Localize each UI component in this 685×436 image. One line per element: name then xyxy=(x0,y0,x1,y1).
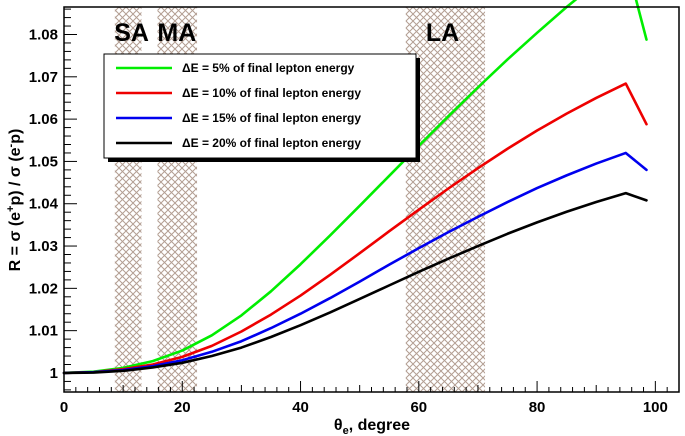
legend-label-4: ΔE = 20% of final lepton energy xyxy=(182,136,361,150)
series-line-1 xyxy=(62,0,648,375)
x-tick-label: 60 xyxy=(410,399,427,416)
series-lines xyxy=(62,0,648,375)
x-tick-label: 80 xyxy=(529,399,546,416)
axis-ticks xyxy=(63,8,680,392)
y-tick-label: 1.08 xyxy=(29,27,58,44)
region-label-la: LA xyxy=(426,19,459,47)
x-tick-label: 0 xyxy=(60,399,68,416)
legend-label-2: ΔE = 10% of final lepton energy xyxy=(182,86,361,100)
y-axis-title: R = σ (e+p) / σ (e-p) xyxy=(5,129,24,272)
series-line-3 xyxy=(62,151,648,375)
region-labels: SA MA LA xyxy=(114,19,459,47)
x-tick-label: 100 xyxy=(643,399,668,416)
series-line-2 xyxy=(62,82,648,375)
x-tick-label: 40 xyxy=(292,399,309,416)
x-tick-label: 20 xyxy=(174,399,191,416)
legend-label-3: ΔE = 15% of final lepton energy xyxy=(182,111,361,125)
y-tick-label: 1 xyxy=(50,365,58,382)
axis-tick-labels: 0 20 40 60 80 100 1 1.01 1.02 1.03 1.04 1.05 1.06 1.0… xyxy=(29,27,668,417)
legend-label-1: ΔE = 5% of final lepton energy xyxy=(182,61,355,75)
legend-box xyxy=(103,53,417,159)
region-label-ma: MA xyxy=(157,19,196,47)
y-tick-label: 1.01 xyxy=(29,323,58,340)
region-label-sa: SA xyxy=(114,19,149,47)
series-line-4 xyxy=(62,191,648,375)
y-tick-label: 1.02 xyxy=(29,280,58,297)
legend: ΔE = 5% of final lepton energy ΔE = 10% o… xyxy=(103,53,420,162)
y-tick-label: 1.05 xyxy=(29,153,58,170)
x-axis-title: θe, degree xyxy=(334,417,410,436)
y-tick-label: 1.03 xyxy=(29,238,58,255)
y-tick-label: 1.07 xyxy=(29,69,58,86)
y-tick-label: 1.06 xyxy=(29,111,58,128)
y-tick-label: 1.04 xyxy=(29,196,59,213)
